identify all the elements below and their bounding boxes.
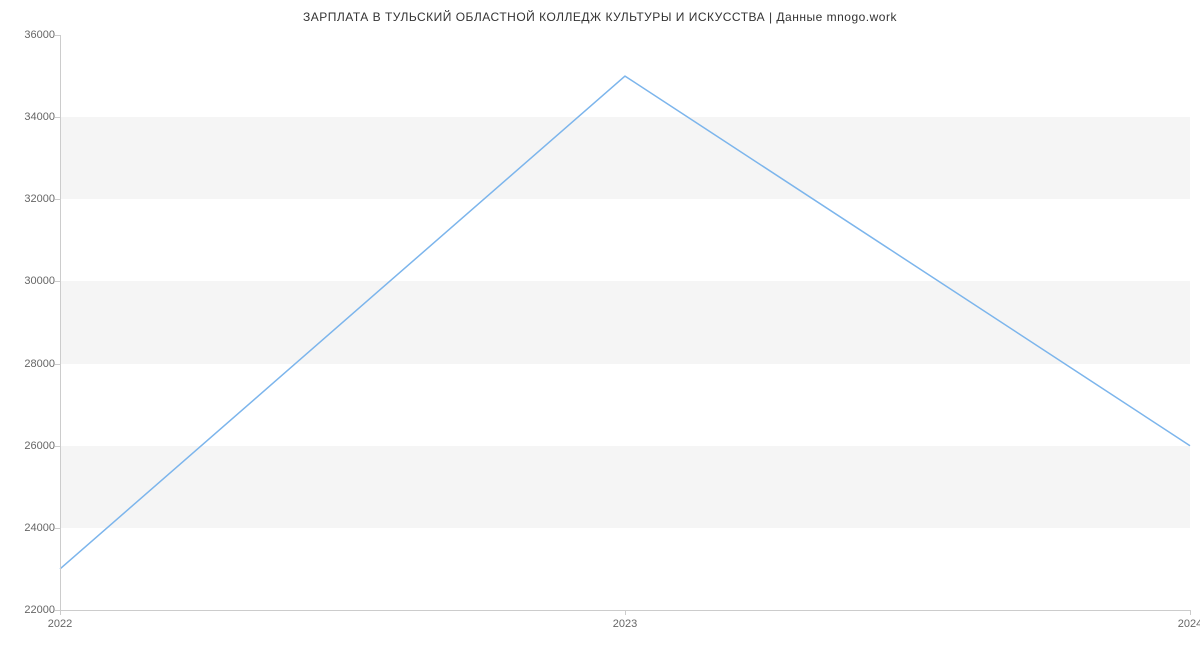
x-tick-label: 2023	[613, 618, 637, 630]
chart-container: ЗАРПЛАТА В ТУЛЬСКИЙ ОБЛАСТНОЙ КОЛЛЕДЖ КУ…	[0, 0, 1200, 650]
y-tick-mark	[55, 35, 60, 36]
y-tick-mark	[55, 117, 60, 118]
y-tick-mark	[55, 199, 60, 200]
x-tick-label: 2024	[1178, 618, 1200, 630]
y-tick-label: 24000	[24, 522, 55, 534]
y-tick-label: 32000	[24, 193, 55, 205]
y-tick-label: 30000	[24, 275, 55, 287]
x-tick-label: 2022	[48, 618, 72, 630]
y-tick-label: 28000	[24, 358, 55, 370]
plot-area	[60, 35, 1190, 610]
x-tick-mark	[1190, 610, 1191, 615]
y-tick-mark	[55, 364, 60, 365]
line-layer	[60, 35, 1190, 610]
y-tick-mark	[55, 528, 60, 529]
y-tick-label: 36000	[24, 29, 55, 41]
chart-title: ЗАРПЛАТА В ТУЛЬСКИЙ ОБЛАСТНОЙ КОЛЛЕДЖ КУ…	[0, 10, 1200, 24]
x-tick-mark	[60, 610, 61, 615]
y-tick-mark	[55, 281, 60, 282]
y-axis-line	[60, 35, 61, 610]
y-tick-mark	[55, 446, 60, 447]
y-tick-label: 22000	[24, 604, 55, 616]
x-tick-mark	[625, 610, 626, 615]
y-tick-label: 34000	[24, 111, 55, 123]
y-tick-label: 26000	[24, 440, 55, 452]
series-line	[60, 76, 1190, 569]
